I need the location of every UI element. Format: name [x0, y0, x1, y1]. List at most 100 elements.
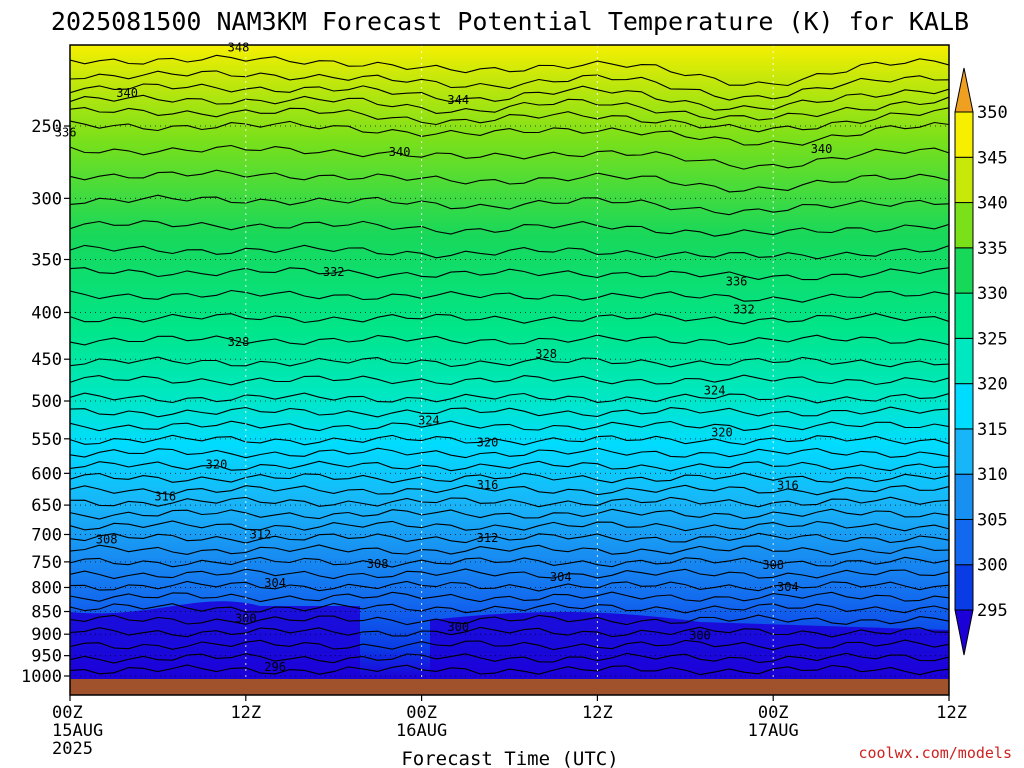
colorbar-swatch-7: [954, 247, 974, 294]
contour-label-text-29: 300: [689, 629, 711, 643]
contour-label-20: 312: [250, 527, 272, 541]
contour-line-30: [70, 556, 949, 568]
y-tick-label-6: 550: [31, 430, 62, 450]
colorbar-top-arrow: [954, 67, 974, 113]
contour-lines: [70, 54, 949, 676]
contour-label-7: 336: [726, 275, 748, 289]
y-tick-label-10: 750: [31, 553, 62, 573]
contour-label-8: 332: [733, 302, 755, 316]
contour-line-24: [70, 484, 949, 496]
contour-label-text-26: 304: [777, 580, 799, 594]
cold-pool-right: [430, 612, 949, 679]
x-tick-label-1-0: 12Z: [230, 703, 261, 723]
colorbar-swatch-0: [954, 564, 974, 611]
contour-label-text-21: 312: [477, 531, 499, 545]
credit-text: coolwx.com/models: [858, 744, 1012, 762]
contour-line-0: [70, 54, 949, 87]
contour-line-14: [70, 334, 949, 346]
contour-line-5: [70, 120, 949, 146]
contour-label-9: 328: [228, 335, 250, 349]
colorbar-label-7: 330: [977, 284, 1008, 304]
contour-label-27: 300: [235, 611, 257, 625]
x-axis-label: Forecast Time (UTC): [401, 748, 618, 768]
contour-label-6: 332: [323, 265, 345, 279]
contour-label-text-28: 300: [447, 620, 469, 634]
contour-label-text-15: 320: [206, 458, 228, 472]
contour-line-34: [70, 602, 949, 614]
contour-line-4: [70, 107, 949, 133]
contour-label-text-5: 340: [811, 142, 833, 156]
contour-label-text-22: 308: [367, 557, 389, 571]
colorbar-swatch-8: [954, 202, 974, 249]
contour-line-11: [70, 267, 949, 281]
colorbar-swatch-4: [954, 383, 974, 430]
contour-label-text-17: 316: [477, 478, 499, 492]
colorbar-swatch-6: [954, 292, 974, 339]
contour-line-35: [70, 614, 949, 626]
contour-label-17: 316: [477, 478, 499, 492]
x-tick-label-2-1: 16AUG: [396, 721, 447, 741]
contour-label-14: 320: [477, 435, 499, 449]
contour-line-37: [70, 639, 949, 651]
y-axis: 2503003504004505005506006507007508008509…: [21, 117, 70, 687]
y-tick-label-13: 900: [31, 625, 62, 645]
colorbar-label-8: 335: [977, 239, 1008, 259]
contour-label-21: 312: [477, 531, 499, 545]
contour-line-23: [70, 472, 949, 484]
contour-line-31: [70, 568, 949, 580]
x-tick-label-0-2: 2025: [52, 739, 93, 759]
x-tick-label-0-1: 15AUG: [52, 721, 103, 741]
contour-label-text-9: 328: [228, 335, 250, 349]
y-tick-label-0: 250: [31, 117, 62, 137]
contour-line-7: [70, 169, 949, 193]
contour-line-27: [70, 520, 949, 532]
contour-label-text-13: 320: [711, 425, 733, 439]
y-tick-label-1: 300: [31, 189, 62, 209]
y-tick-label-5: 500: [31, 392, 62, 412]
y-tick-label-8: 650: [31, 496, 62, 516]
contour-label-text-1: 340: [116, 86, 138, 100]
contour-label-text-6: 332: [323, 265, 345, 279]
y-tick-label-3: 400: [31, 303, 62, 323]
contour-line-33: [70, 591, 949, 603]
contour-label-text-25: 304: [550, 570, 572, 584]
contour-line-3: [70, 94, 949, 121]
grid-lines: [70, 45, 949, 679]
x-tick-label-5-0: 12Z: [936, 703, 967, 723]
contour-line-32: [70, 580, 949, 592]
colorbar-swatch-10: [954, 111, 974, 158]
ground-strip: [70, 679, 949, 695]
contour-label-text-10: 328: [535, 347, 557, 361]
contour-label-1: 340: [116, 86, 138, 100]
colorbar-swatch-2: [954, 473, 974, 520]
x-tick-label-4-0: 00Z: [758, 703, 789, 723]
contour-label-text-18: 316: [777, 479, 799, 493]
contour-label-18: 316: [777, 479, 799, 493]
contour-label-text-30: 296: [264, 660, 286, 674]
contour-label-text-12: 324: [418, 413, 440, 427]
contour-line-28: [70, 532, 949, 544]
contour-line-10: [70, 244, 949, 260]
colorbar-label-9: 340: [977, 194, 1008, 214]
colorbar-label-10: 345: [977, 148, 1008, 168]
contour-line-29: [70, 544, 949, 556]
colorbar-swatch-3: [954, 428, 974, 475]
contour-line-38: [70, 652, 949, 664]
x-tick-label-0-0: 00Z: [52, 703, 83, 723]
contour-label-2: 344: [447, 93, 469, 107]
contour-labels: 348 340 344 336 340 340 332 336 332 328 328 324 324 3…: [55, 40, 833, 674]
y-tick-label-11: 800: [31, 578, 62, 598]
contour-line-20: [70, 434, 949, 446]
contour-label-text-0: 348: [228, 40, 250, 54]
contour-label-text-7: 336: [726, 275, 748, 289]
x-tick-label-3-0: 12Z: [582, 703, 613, 723]
contour-line-17: [70, 392, 949, 404]
contour-line-6: [70, 144, 949, 170]
x-tick-label-4-1: 17AUG: [748, 721, 799, 741]
contour-line-21: [70, 447, 949, 459]
contour-line-22: [70, 460, 949, 472]
contour-label-11: 324: [704, 384, 726, 398]
colorbar-label-5: 320: [977, 375, 1008, 395]
